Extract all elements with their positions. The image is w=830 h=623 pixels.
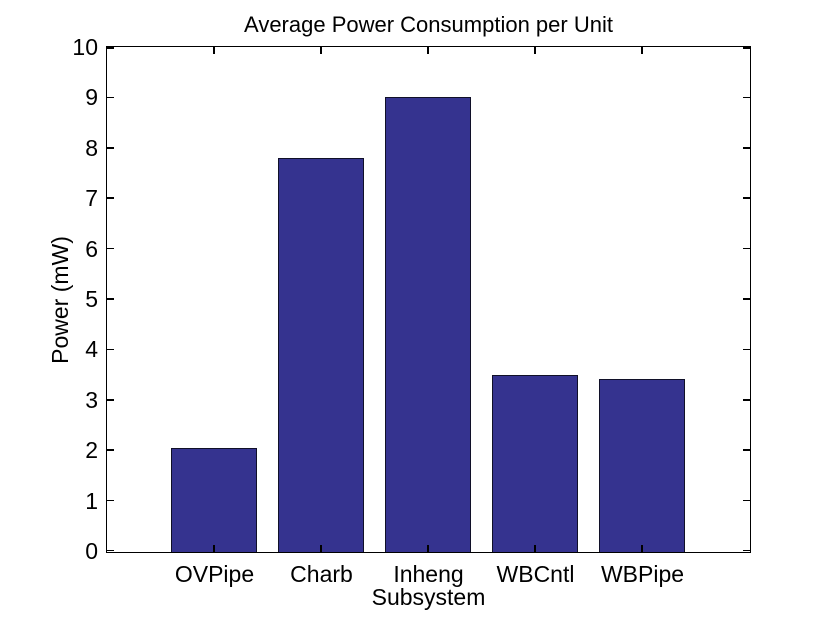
y-tick-left [107, 197, 114, 199]
y-tick-label: 2 [85, 437, 98, 464]
x-tick-label-charb: Charb [290, 560, 353, 587]
y-tick-label: 0 [85, 538, 98, 564]
bar-wbpipe [599, 378, 685, 552]
y-tick-label: 3 [85, 386, 98, 413]
x-tick-top [427, 47, 429, 54]
y-tick-label: 10 [72, 34, 98, 60]
y-tick-right [743, 147, 750, 149]
y-tick-right [743, 47, 750, 49]
plot-area [106, 46, 751, 553]
y-tick-right [743, 96, 750, 99]
y-tick-left [107, 399, 114, 401]
bar-wbcntl [492, 375, 578, 552]
chart-title: Average Power Consumption per Unit [244, 12, 613, 37]
x-tick-label-wbpipe: WBPipe [600, 560, 685, 587]
bar-ovpipe [171, 447, 257, 552]
x-tick-bottom [213, 545, 215, 552]
y-tick-right [743, 197, 750, 199]
y-tick-left [107, 348, 114, 351]
y-tick-right [743, 549, 750, 551]
y-tick-left [107, 499, 114, 502]
x-tick-top [213, 47, 215, 54]
y-tick-label: 5 [85, 286, 98, 312]
y-tick-left [107, 47, 114, 49]
y-tick-label: 9 [85, 84, 98, 111]
x-tick-label-wbcntl: WBCntl [496, 560, 575, 587]
y-tick-right [743, 399, 750, 401]
x-tick-bottom [534, 545, 536, 552]
x-tick-bottom [320, 545, 322, 552]
y-tick-right [743, 499, 750, 502]
y-tick-left [107, 549, 114, 551]
x-tick-bottom [641, 545, 643, 552]
y-tick-right [743, 247, 750, 250]
y-tick-left [107, 147, 114, 149]
bar-inheng [385, 97, 471, 552]
y-tick-label: 8 [85, 134, 98, 161]
x-tick-top [641, 47, 643, 54]
y-tick-left [107, 247, 114, 250]
y-tick-left [107, 449, 114, 451]
x-tick-top [320, 47, 322, 54]
y-tick-label: 1 [85, 487, 98, 514]
y-tick-label: 6 [85, 235, 98, 262]
x-tick-top [534, 47, 536, 54]
y-tick-right [743, 298, 750, 300]
bar-charb [278, 157, 364, 552]
y-tick-right [743, 348, 750, 351]
y-tick-left [107, 96, 114, 99]
x-tick-label-ovpipe: OVPipe [174, 560, 255, 587]
x-axis-label: Subsystem [371, 584, 486, 610]
x-tick-bottom [427, 545, 429, 552]
y-tick-left [107, 298, 114, 300]
y-tick-label: 4 [85, 336, 98, 363]
x-tick-label-inheng: Inheng [393, 560, 464, 587]
y-tick-label: 7 [85, 185, 98, 212]
y-tick-right [743, 449, 750, 451]
